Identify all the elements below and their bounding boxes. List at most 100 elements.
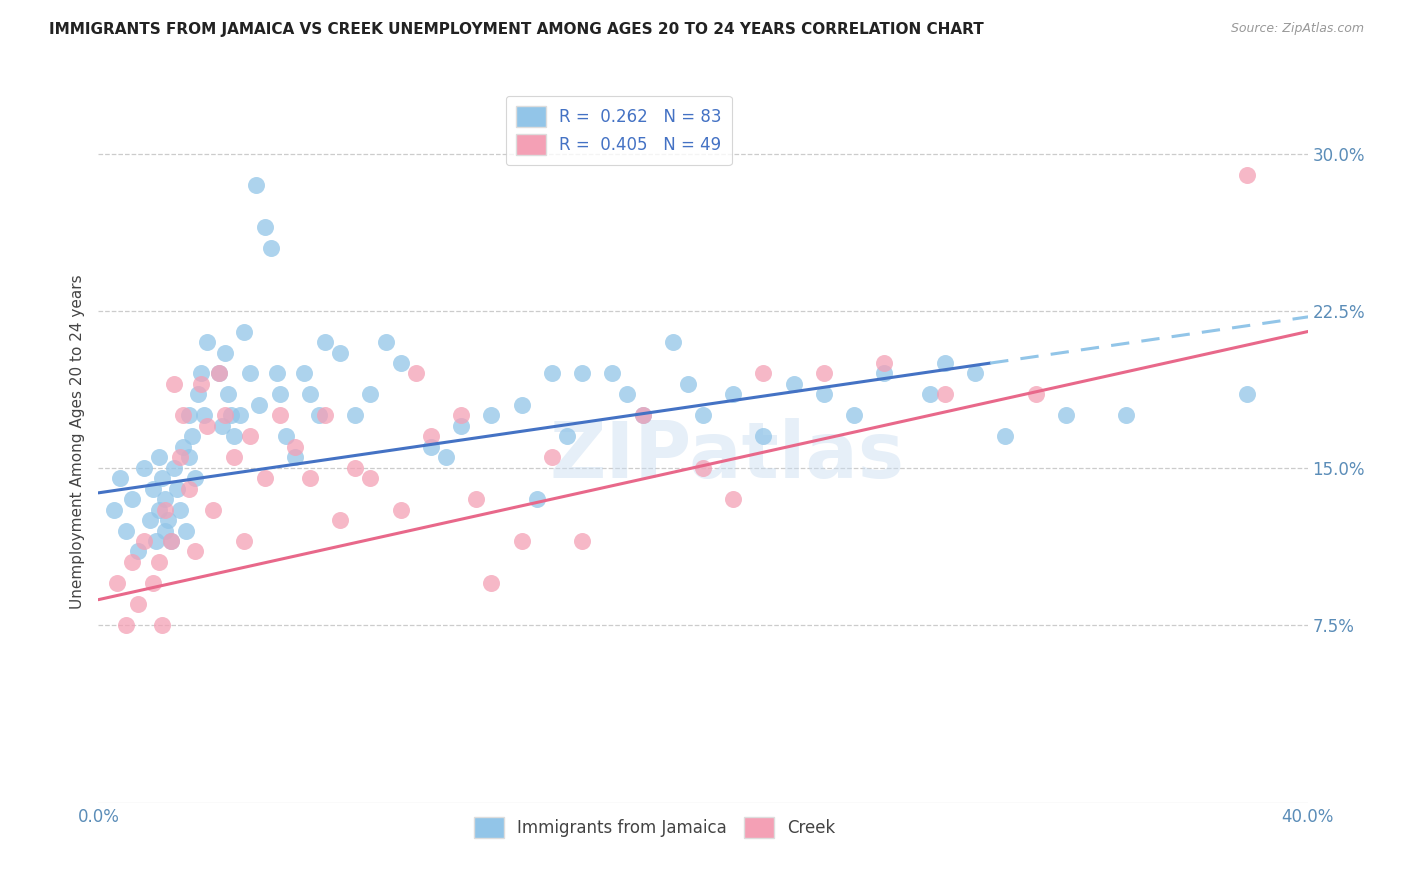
- Point: [299, 471, 322, 485]
- Point: [221, 409, 243, 423]
- Point: [148, 450, 170, 465]
- Point: [540, 367, 562, 381]
- Point: [269, 387, 291, 401]
- Point: [344, 409, 367, 423]
- Point: [195, 334, 218, 349]
- Point: [1115, 409, 1137, 423]
- Point: [994, 429, 1017, 443]
- Point: [692, 460, 714, 475]
- Point: [184, 544, 207, 558]
- Point: [510, 534, 533, 549]
- Point: [150, 617, 173, 632]
- Point: [1236, 168, 1258, 182]
- Point: [420, 429, 443, 443]
- Point: [202, 502, 225, 516]
- Point: [169, 450, 191, 465]
- Point: [329, 513, 352, 527]
- Point: [571, 534, 593, 549]
- Point: [163, 376, 186, 391]
- Y-axis label: Unemployment Among Ages 20 to 24 years: Unemployment Among Ages 20 to 24 years: [69, 274, 84, 609]
- Point: [389, 356, 412, 370]
- Point: [813, 387, 835, 401]
- Point: [245, 178, 267, 192]
- Point: [389, 502, 412, 516]
- Point: [156, 513, 179, 527]
- Point: [145, 534, 167, 549]
- Point: [224, 450, 246, 465]
- Point: [229, 409, 252, 423]
- Legend: Immigrants from Jamaica, Creek: Immigrants from Jamaica, Creek: [467, 810, 842, 845]
- Point: [723, 492, 745, 507]
- Point: [224, 429, 246, 443]
- Point: [208, 367, 231, 381]
- Point: [181, 429, 204, 443]
- Point: [153, 524, 176, 538]
- Point: [918, 387, 941, 401]
- Point: [873, 356, 896, 370]
- Point: [752, 429, 775, 443]
- Point: [434, 450, 457, 465]
- Point: [193, 409, 215, 423]
- Point: [148, 502, 170, 516]
- Point: [602, 367, 624, 381]
- Point: [160, 534, 183, 549]
- Point: [150, 471, 173, 485]
- Point: [274, 429, 297, 443]
- Point: [873, 367, 896, 381]
- Point: [187, 387, 209, 401]
- Point: [692, 409, 714, 423]
- Point: [121, 555, 143, 569]
- Point: [1054, 409, 1077, 423]
- Point: [160, 534, 183, 549]
- Point: [247, 398, 270, 412]
- Point: [103, 502, 125, 516]
- Point: [450, 418, 472, 433]
- Point: [260, 241, 283, 255]
- Point: [526, 492, 548, 507]
- Point: [314, 409, 336, 423]
- Point: [172, 440, 194, 454]
- Point: [631, 409, 654, 423]
- Point: [269, 409, 291, 423]
- Text: Source: ZipAtlas.com: Source: ZipAtlas.com: [1230, 22, 1364, 36]
- Point: [190, 376, 212, 391]
- Point: [179, 482, 201, 496]
- Point: [217, 387, 239, 401]
- Point: [284, 440, 307, 454]
- Point: [360, 471, 382, 485]
- Point: [132, 460, 155, 475]
- Text: ZIPatlas: ZIPatlas: [550, 418, 904, 494]
- Point: [934, 387, 956, 401]
- Point: [965, 367, 987, 381]
- Point: [190, 367, 212, 381]
- Point: [174, 524, 197, 538]
- Point: [420, 440, 443, 454]
- Point: [314, 334, 336, 349]
- Point: [208, 367, 231, 381]
- Point: [114, 617, 136, 632]
- Point: [555, 429, 578, 443]
- Point: [253, 219, 276, 234]
- Point: [676, 376, 699, 391]
- Point: [329, 345, 352, 359]
- Point: [661, 334, 683, 349]
- Point: [132, 534, 155, 549]
- Point: [374, 334, 396, 349]
- Point: [179, 450, 201, 465]
- Point: [450, 409, 472, 423]
- Point: [1024, 387, 1046, 401]
- Point: [169, 502, 191, 516]
- Point: [239, 429, 262, 443]
- Point: [813, 367, 835, 381]
- Point: [121, 492, 143, 507]
- Point: [934, 356, 956, 370]
- Point: [114, 524, 136, 538]
- Point: [360, 387, 382, 401]
- Point: [253, 471, 276, 485]
- Point: [108, 471, 131, 485]
- Point: [211, 418, 233, 433]
- Point: [232, 534, 254, 549]
- Point: [783, 376, 806, 391]
- Point: [142, 482, 165, 496]
- Point: [540, 450, 562, 465]
